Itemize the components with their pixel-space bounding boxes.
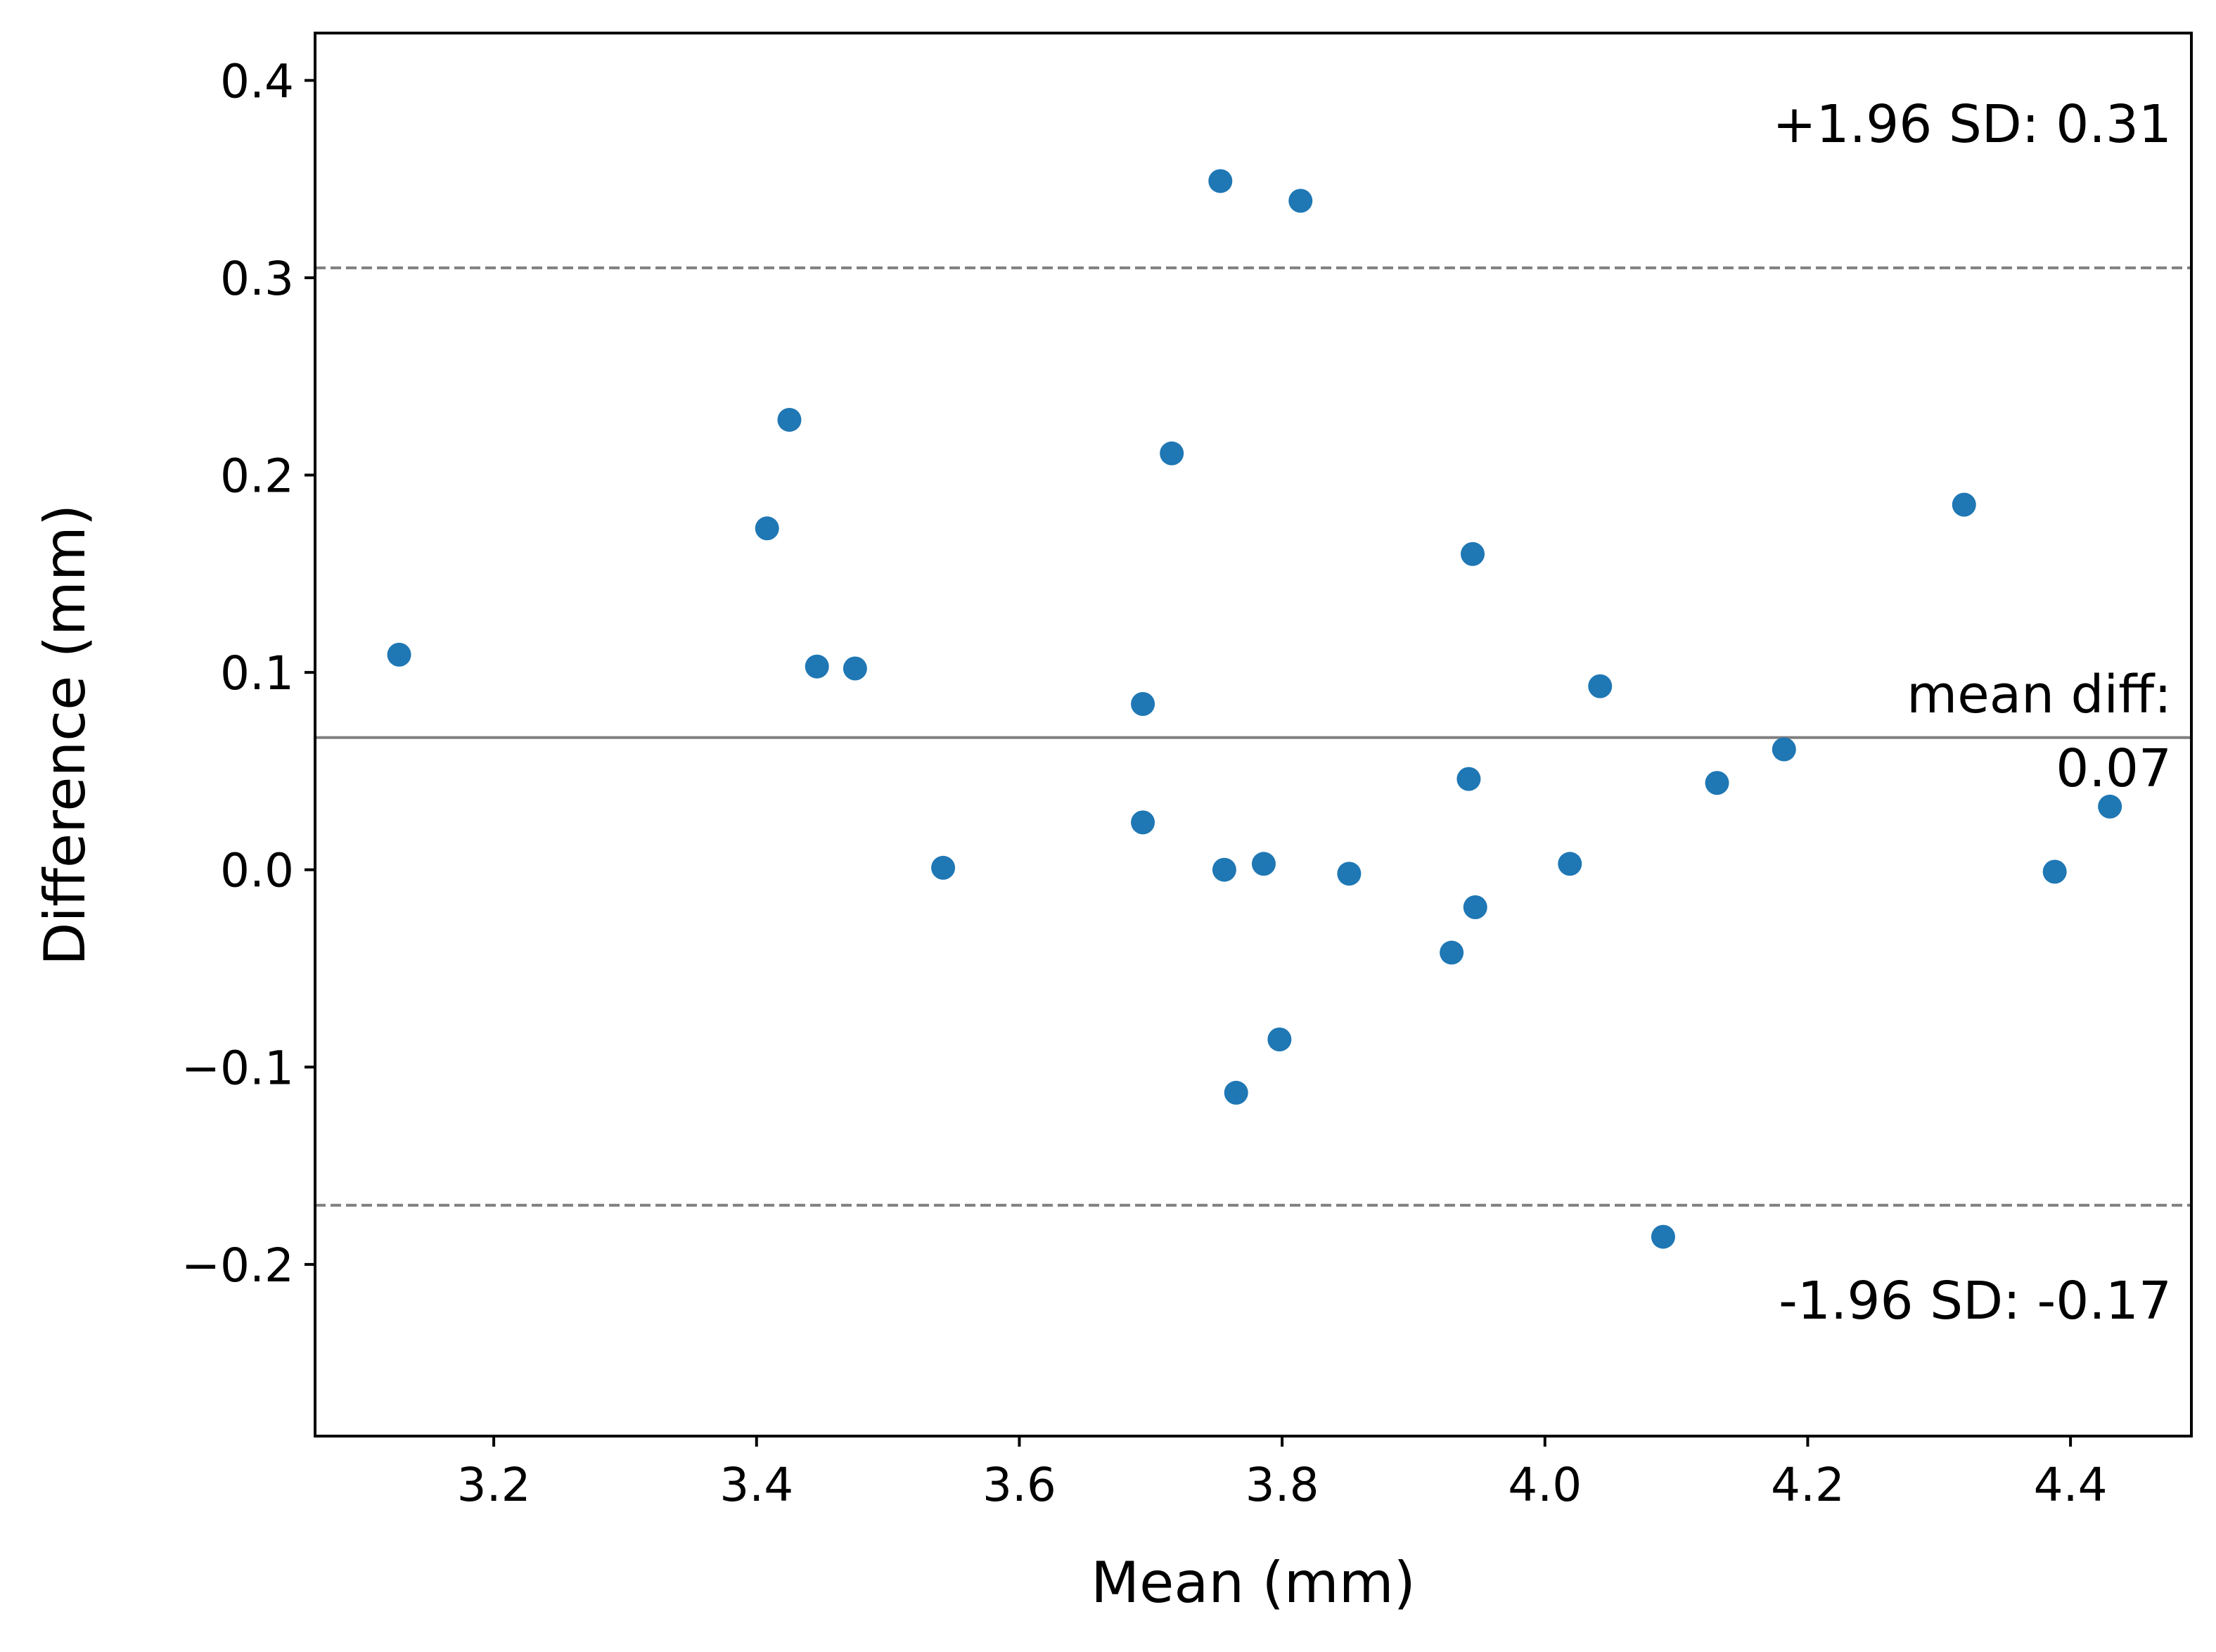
x-axis-label: Mean (mm) — [1091, 1550, 1416, 1615]
data-point — [1160, 441, 1184, 466]
annotation-mean-diff-line2: 0.07 — [2056, 738, 2172, 799]
data-point — [1588, 674, 1613, 698]
y-axis-ticks: −0.2 −0.1 0.0 0.1 0.2 0.3 0.4 — [181, 54, 315, 1293]
data-point — [1131, 810, 1155, 835]
data-point — [1224, 1080, 1248, 1105]
data-point — [1212, 857, 1236, 882]
data-point — [1456, 767, 1481, 791]
data-point — [1558, 852, 1582, 876]
y-tick-label: 0.2 — [220, 449, 294, 504]
x-tick-label: 3.4 — [719, 1458, 793, 1512]
data-point — [1288, 188, 1313, 213]
data-point — [777, 407, 802, 432]
y-tick-label: 0.1 — [220, 646, 294, 700]
data-point — [2098, 794, 2122, 819]
y-tick-label: 0.4 — [220, 54, 294, 108]
data-point — [1267, 1027, 1292, 1052]
annotation-mean-diff-line1: mean diff: — [1907, 665, 2172, 725]
plot-frame — [314, 32, 2193, 1438]
annotation-lower-limit: -1.96 SD: -0.17 — [1779, 1271, 2172, 1331]
y-axis-label: Difference (mm) — [32, 504, 98, 966]
x-tick-label: 3.2 — [457, 1458, 531, 1512]
x-tick-label: 4.2 — [1771, 1458, 1845, 1512]
data-points — [387, 169, 2122, 1249]
x-tick-label: 3.8 — [1245, 1458, 1319, 1512]
annotation-upper-limit: +1.96 SD: 0.31 — [1773, 94, 2172, 155]
data-point — [2042, 859, 2067, 884]
data-point — [1440, 940, 1464, 965]
data-point — [1337, 862, 1362, 886]
data-point — [1772, 737, 1796, 762]
data-point — [1952, 492, 1976, 517]
data-point — [1208, 169, 1233, 193]
data-point — [755, 516, 779, 541]
data-point — [387, 642, 411, 667]
data-point — [1705, 771, 1729, 795]
x-axis-ticks: 3.2 3.4 3.6 3.8 4.0 4.2 4.4 — [457, 1436, 2108, 1512]
data-point — [805, 654, 829, 679]
y-tick-label: 0.3 — [220, 252, 294, 306]
x-tick-label: 4.4 — [2034, 1458, 2108, 1512]
y-tick-label: −0.1 — [181, 1041, 294, 1095]
data-point — [1463, 895, 1487, 920]
y-tick-label: −0.2 — [181, 1238, 294, 1293]
reference-lines — [315, 266, 2191, 1207]
x-tick-label: 4.0 — [1508, 1458, 1582, 1512]
data-point — [1651, 1224, 1675, 1249]
data-point — [1461, 542, 1485, 566]
data-point — [843, 656, 867, 681]
y-tick-label: 0.0 — [220, 844, 294, 898]
x-tick-label: 3.6 — [982, 1458, 1056, 1512]
data-point — [1131, 692, 1155, 717]
data-point — [1251, 852, 1276, 876]
data-point — [931, 855, 956, 880]
